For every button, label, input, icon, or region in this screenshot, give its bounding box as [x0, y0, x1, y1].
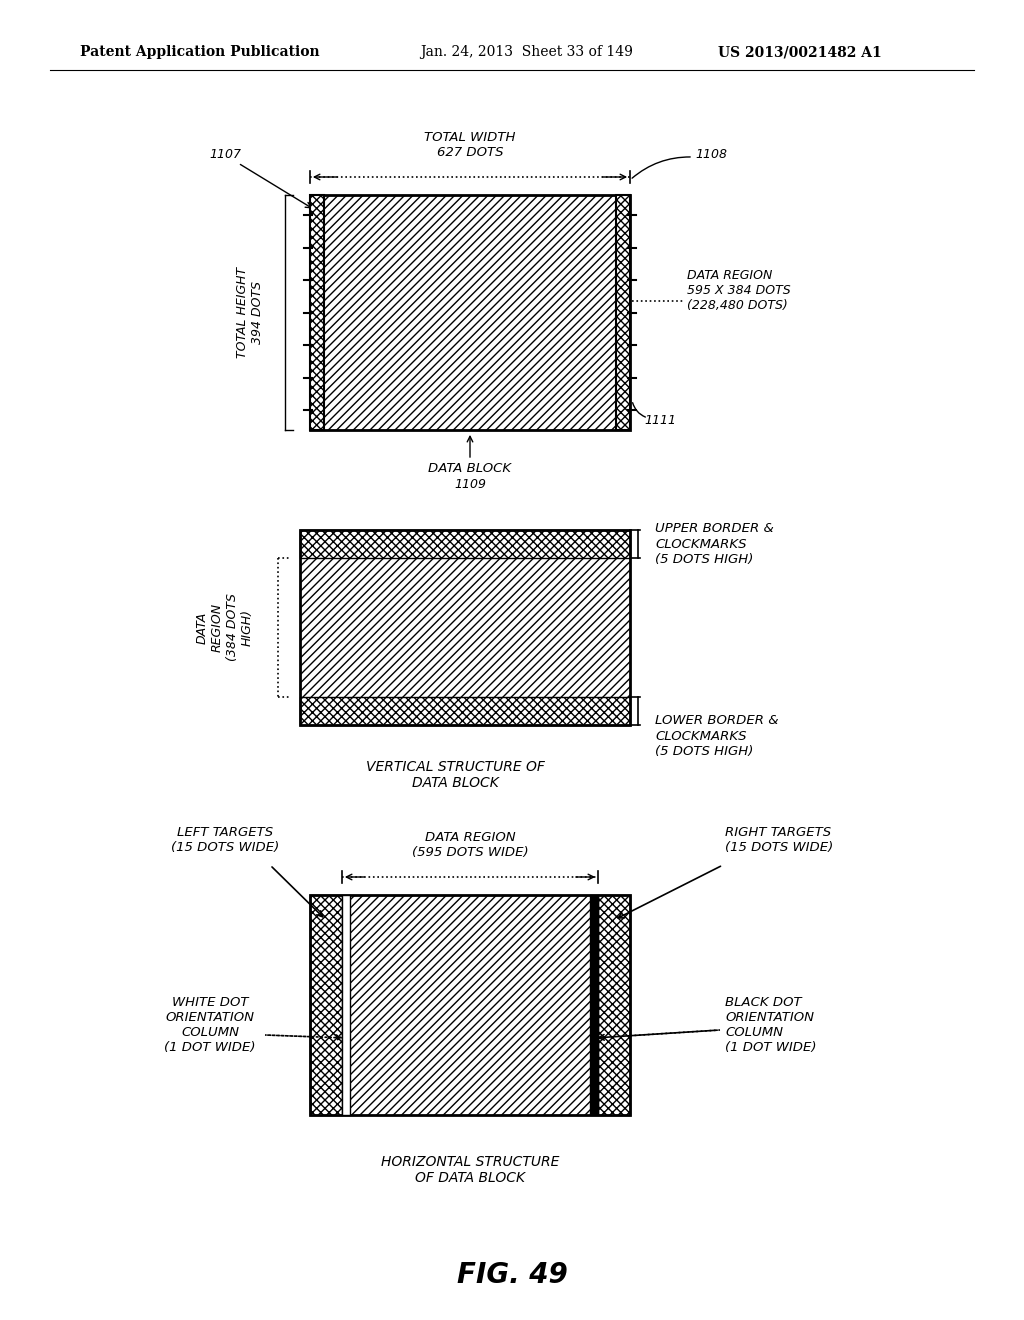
Text: WHITE DOT
ORIENTATION
COLUMN
(1 DOT WIDE): WHITE DOT ORIENTATION COLUMN (1 DOT WIDE… — [164, 997, 256, 1053]
Text: BLACK DOT
ORIENTATION
COLUMN
(1 DOT WIDE): BLACK DOT ORIENTATION COLUMN (1 DOT WIDE… — [725, 997, 816, 1053]
Text: RIGHT TARGETS
(15 DOTS WIDE): RIGHT TARGETS (15 DOTS WIDE) — [725, 826, 834, 854]
Bar — [310, 195, 630, 430]
Text: 1111: 1111 — [644, 413, 676, 426]
Text: 1109: 1109 — [454, 479, 486, 491]
Bar — [310, 895, 630, 1115]
Text: LOWER BORDER &
CLOCKMARKS
(5 DOTS HIGH): LOWER BORDER & CLOCKMARKS (5 DOTS HIGH) — [655, 714, 778, 758]
Text: Patent Application Publication: Patent Application Publication — [80, 45, 319, 59]
Text: US 2013/0021482 A1: US 2013/0021482 A1 — [718, 45, 882, 59]
Text: LEFT TARGETS
(15 DOTS WIDE): LEFT TARGETS (15 DOTS WIDE) — [171, 826, 280, 854]
Bar — [300, 531, 630, 725]
Text: 1107: 1107 — [209, 149, 241, 161]
Text: VERTICAL STRUCTURE OF
DATA BLOCK: VERTICAL STRUCTURE OF DATA BLOCK — [366, 760, 545, 791]
Text: UPPER BORDER &
CLOCKMARKS
(5 DOTS HIGH): UPPER BORDER & CLOCKMARKS (5 DOTS HIGH) — [655, 523, 774, 565]
Text: FIG. 49: FIG. 49 — [457, 1261, 567, 1290]
Bar — [590, 895, 598, 1115]
Text: 1108: 1108 — [695, 149, 727, 161]
Text: DATA REGION
(595 DOTS WIDE): DATA REGION (595 DOTS WIDE) — [412, 832, 528, 859]
Bar — [300, 558, 630, 697]
Text: Jan. 24, 2013  Sheet 33 of 149: Jan. 24, 2013 Sheet 33 of 149 — [420, 45, 633, 59]
Bar — [310, 195, 324, 430]
Bar — [342, 895, 350, 1115]
Bar — [598, 895, 630, 1115]
Bar — [310, 895, 342, 1115]
Text: DATA BLOCK: DATA BLOCK — [428, 462, 512, 474]
Bar — [300, 531, 630, 558]
Text: TOTAL WIDTH
627 DOTS: TOTAL WIDTH 627 DOTS — [424, 131, 516, 158]
Text: DATA
REGION
(384 DOTS
HIGH): DATA REGION (384 DOTS HIGH) — [196, 594, 254, 661]
Text: TOTAL HEIGHT
394 DOTS: TOTAL HEIGHT 394 DOTS — [236, 267, 264, 358]
Bar — [310, 195, 630, 430]
Bar — [300, 697, 630, 725]
Text: HORIZONTAL STRUCTURE
OF DATA BLOCK: HORIZONTAL STRUCTURE OF DATA BLOCK — [381, 1155, 559, 1185]
Text: DATA REGION
595 X 384 DOTS
(228,480 DOTS): DATA REGION 595 X 384 DOTS (228,480 DOTS… — [687, 269, 791, 313]
Bar — [342, 895, 598, 1115]
Bar — [616, 195, 630, 430]
